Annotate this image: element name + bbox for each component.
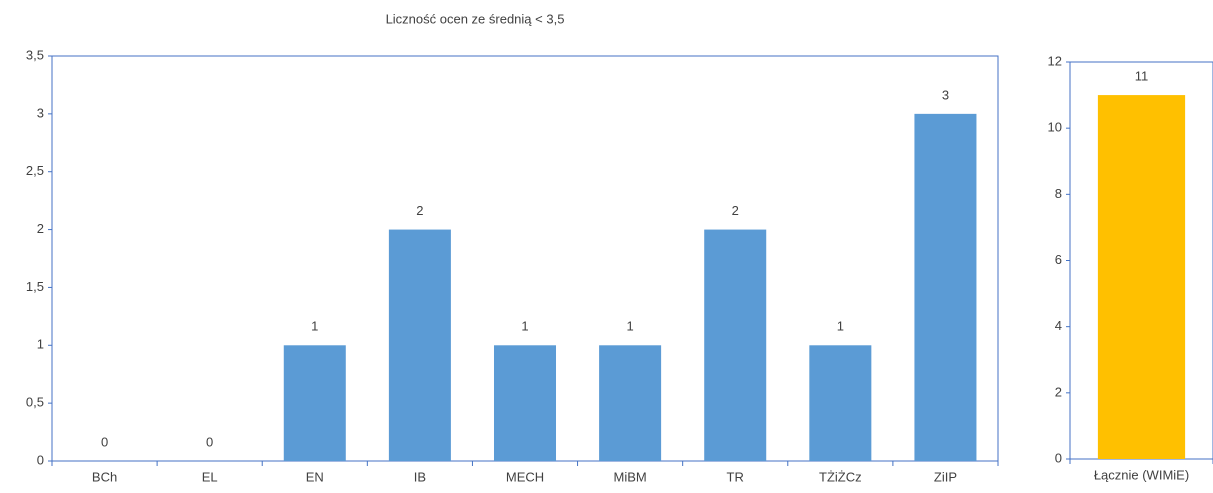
- value-label-bg: [1121, 65, 1162, 88]
- y-tick-label: 6: [1055, 252, 1062, 267]
- x-tick-label: EL: [202, 469, 218, 484]
- x-tick-label: Łącznie (WIMiE): [1094, 467, 1189, 482]
- y-tick-label: 1,5: [26, 279, 44, 294]
- y-tick-label: 10: [1048, 120, 1062, 135]
- y-tick-label: 1: [37, 337, 44, 352]
- bar: [914, 113, 977, 461]
- bar: [388, 229, 451, 461]
- x-tick-label: IB: [414, 469, 426, 484]
- y-tick-label: 2,5: [26, 163, 44, 178]
- value-label: 1: [837, 319, 844, 334]
- x-tick-label: BCh: [92, 469, 117, 484]
- x-tick-label: ZiIP: [934, 469, 957, 484]
- x-tick-label: TR: [727, 469, 744, 484]
- bar: [704, 229, 767, 461]
- bar: [493, 345, 557, 461]
- chart-title: Liczność ocen ze średnią < 3,5: [386, 11, 565, 26]
- y-tick-label: 2: [1055, 384, 1062, 399]
- value-label: 3: [942, 87, 949, 102]
- y-tick-label: 2: [37, 221, 44, 236]
- value-label: 1: [311, 319, 318, 334]
- y-tick-label: 3,5: [26, 47, 44, 62]
- y-tick-label: 3: [37, 105, 44, 120]
- y-tick-label: 12: [1048, 53, 1062, 68]
- y-tick-label: 0,5: [26, 395, 44, 410]
- x-tick-label: MECH: [506, 469, 544, 484]
- value-label: 2: [732, 203, 739, 218]
- bar: [1097, 95, 1186, 459]
- y-tick-label: 0: [37, 452, 44, 467]
- bar: [283, 345, 346, 461]
- bar: [599, 345, 662, 461]
- x-tick-label: TŻiŻCz: [819, 469, 862, 484]
- y-tick-label: 4: [1055, 318, 1062, 333]
- value-label: 1: [626, 319, 633, 334]
- x-tick-label: MiBM: [614, 469, 647, 484]
- bar: [809, 345, 872, 461]
- value-label: 0: [101, 434, 108, 449]
- x-tick-label: EN: [306, 469, 324, 484]
- y-tick-label: 8: [1055, 186, 1062, 201]
- value-label: 2: [416, 203, 423, 218]
- value-label: 11: [1135, 69, 1149, 84]
- y-tick-label: 0: [1055, 450, 1062, 465]
- value-label: 1: [521, 319, 528, 334]
- value-label: 0: [206, 434, 213, 449]
